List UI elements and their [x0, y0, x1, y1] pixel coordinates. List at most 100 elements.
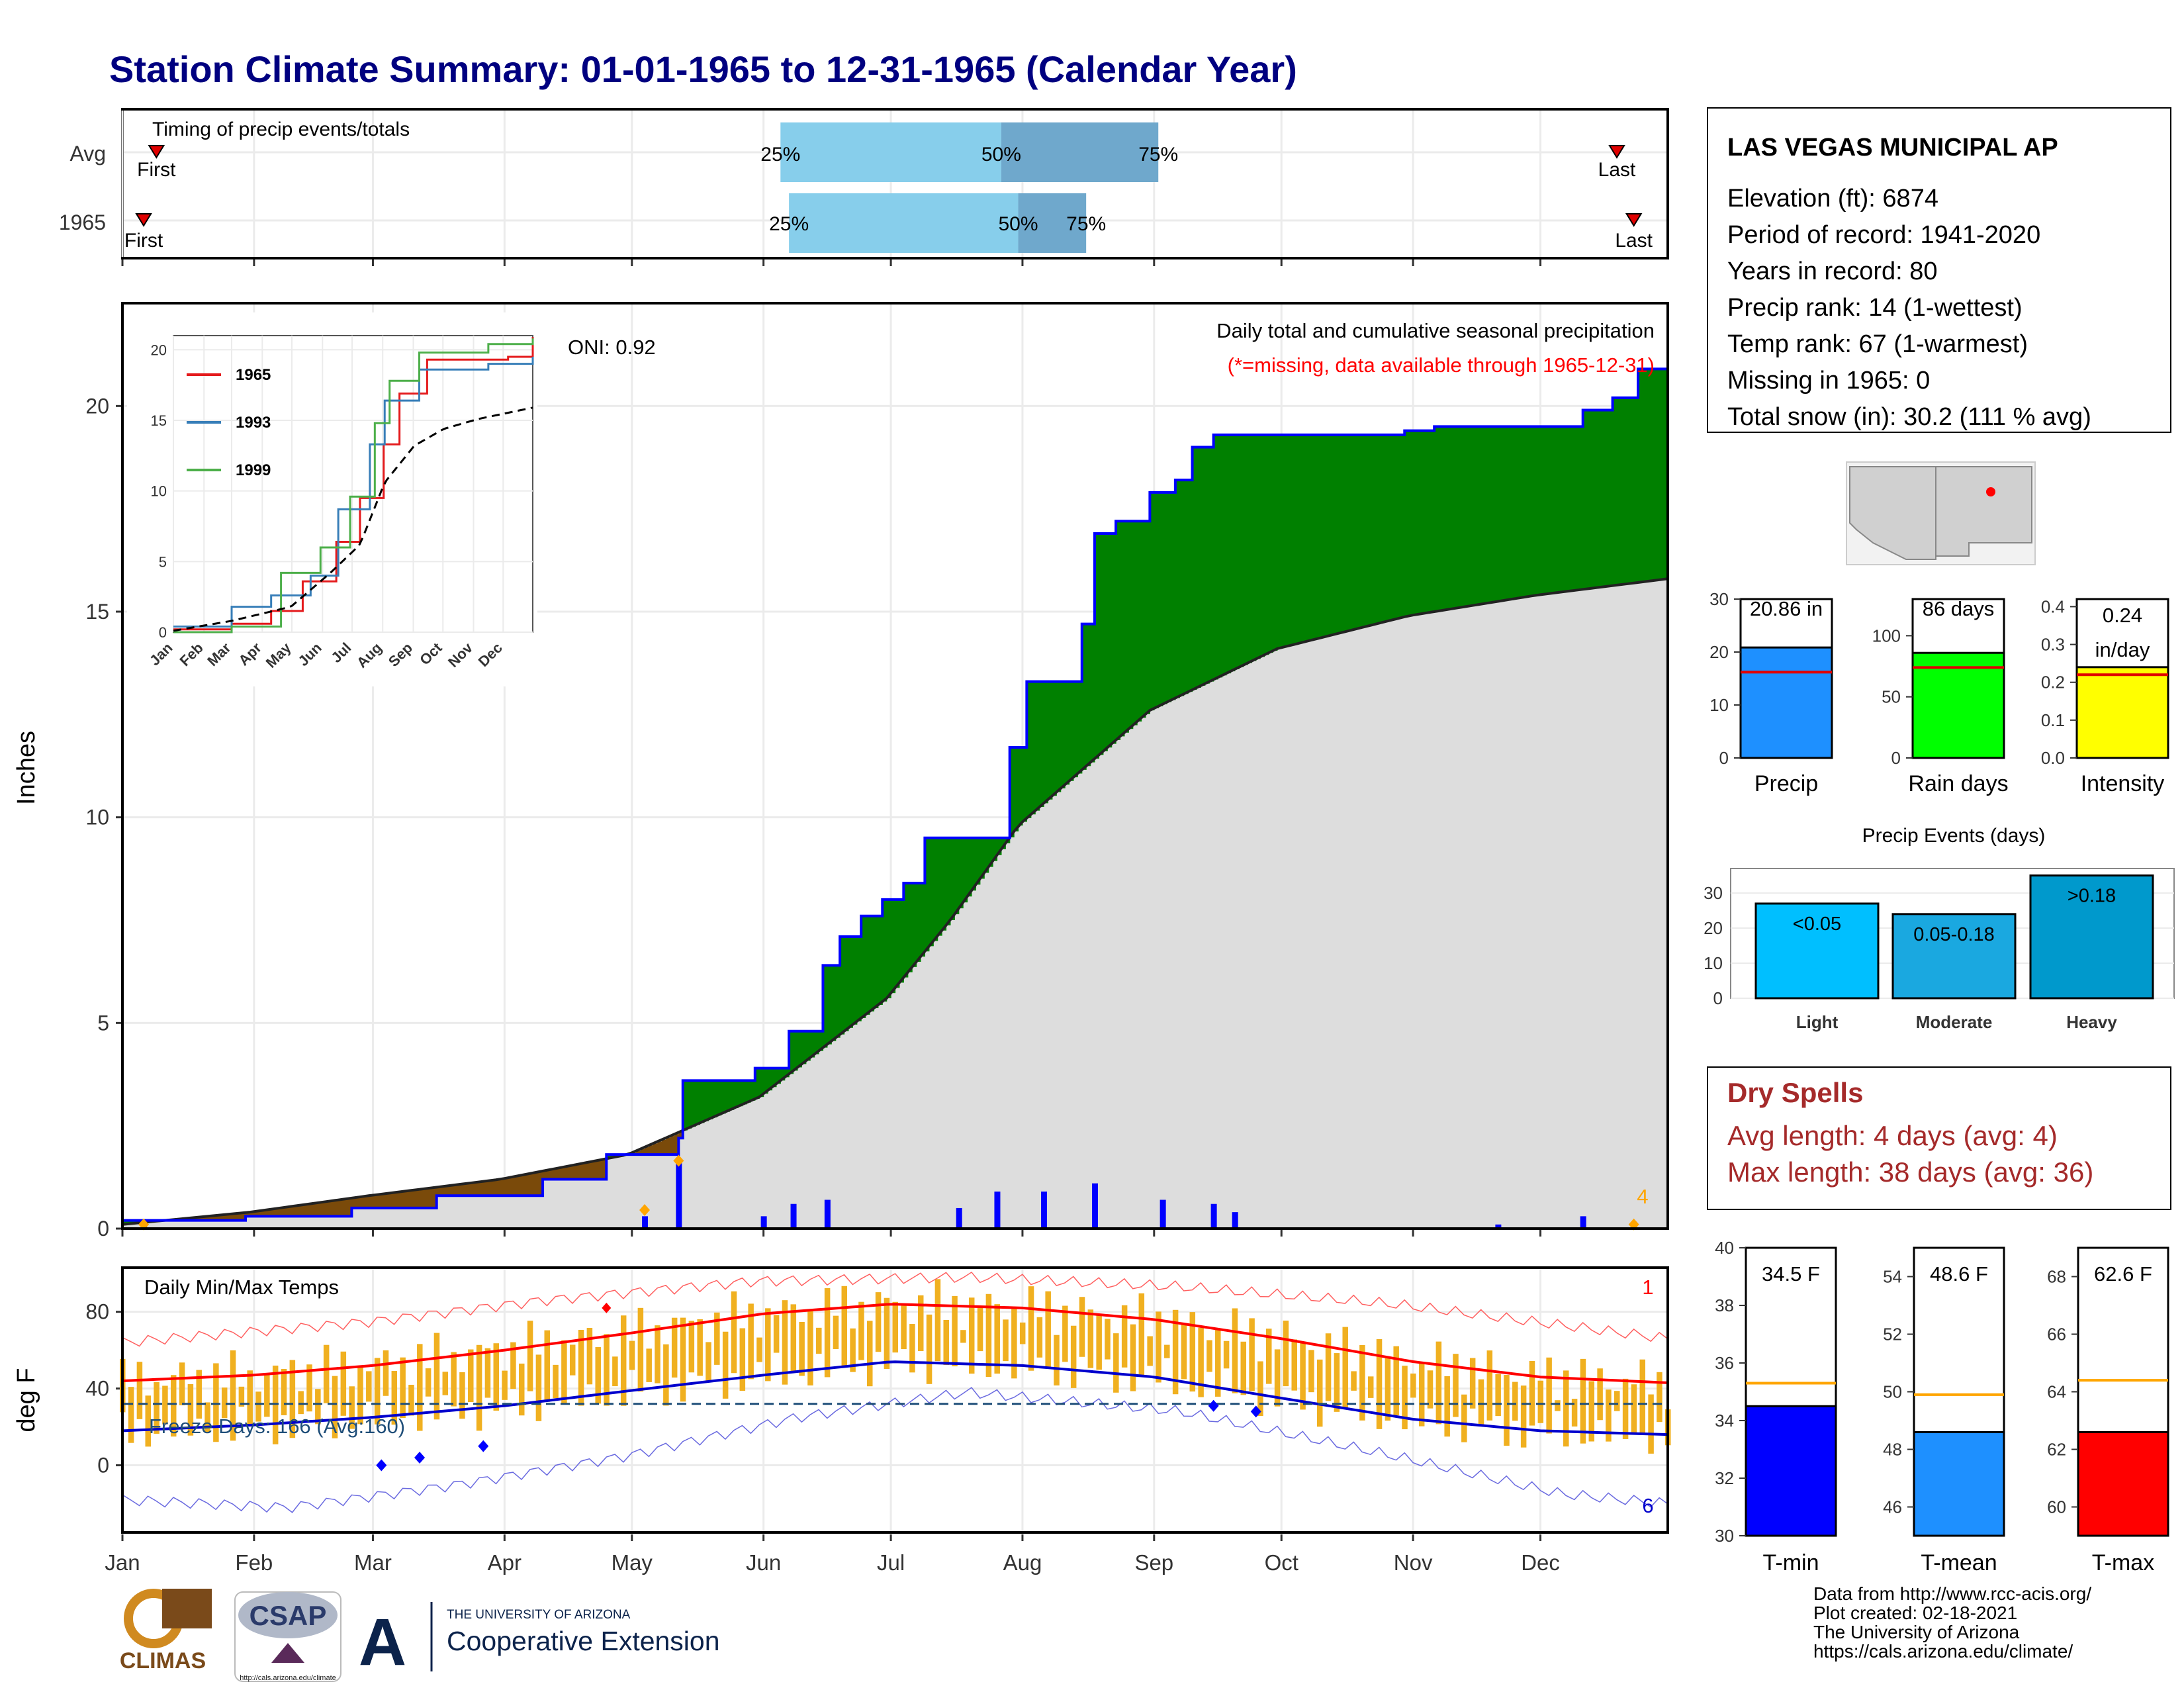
daily-temp-bar [807, 1309, 813, 1385]
departure-area-slice [300, 1205, 306, 1217]
departure-area-slice [355, 1197, 361, 1208]
normal-cumulative-line [122, 577, 1668, 1226]
departure-area-slice [471, 1183, 476, 1196]
daily-temp-bar [1376, 1338, 1383, 1429]
departure-area-slice [529, 1173, 535, 1196]
departure-area-slice [700, 1080, 705, 1123]
daily-temp-bar [604, 1334, 610, 1406]
departure-area-slice [933, 837, 938, 941]
departure-area-slice [899, 899, 904, 983]
year-p75-label: 75% [1066, 213, 1106, 235]
daily-temp-bar [595, 1347, 601, 1404]
daily-temp-bar [1206, 1340, 1212, 1372]
daily-temp-bar [272, 1365, 279, 1444]
precip-y-tick-label: 10 [85, 806, 109, 829]
daily-temp-bar [901, 1304, 907, 1350]
departure-area-slice [211, 1215, 216, 1221]
departure-area-slice [1298, 434, 1303, 643]
daily-temp-bar [1469, 1358, 1476, 1409]
departure-area-slice [330, 1201, 336, 1217]
page-title: Station Climate Summary: 01-01-1965 to 1… [109, 48, 1297, 90]
daily-temp-bar [637, 1307, 644, 1392]
avg-p25-label: 25% [760, 144, 800, 165]
daily-temp-bar [850, 1328, 856, 1372]
daily-temp-bar [179, 1362, 185, 1405]
record-min-line [122, 1387, 1668, 1513]
departure-area-slice [1608, 410, 1614, 586]
temp-summary-tick-label: 60 [2047, 1497, 2066, 1517]
daily-temp-bar [680, 1317, 686, 1402]
departure-area-slice [309, 1203, 314, 1217]
departure-area-slice [751, 1080, 756, 1101]
climas-block-icon [162, 1589, 212, 1628]
daily-temp-bar [196, 1370, 202, 1419]
departure-area-slice [318, 1202, 323, 1217]
departure-area-slice [1218, 434, 1223, 678]
departure-area-slice [428, 1188, 433, 1208]
departure-area-slice [547, 1170, 552, 1180]
departure-area-slice [801, 1031, 807, 1064]
daily-temp-bar [1232, 1308, 1238, 1393]
station-box: LAS VEGAS MUNICIPAL AP Elevation (ft): 6… [1707, 107, 2171, 433]
summary-bar-Precip [1739, 646, 1833, 759]
timing-row-label-avg: Avg [69, 142, 106, 165]
departure-area-slice [733, 1080, 739, 1109]
departure-area-slice [1515, 426, 1520, 599]
departure-area-slice [1069, 681, 1074, 781]
daily-temp-bar [1283, 1321, 1289, 1387]
daily-temp-bar [1087, 1309, 1094, 1368]
dry-spells-avg: Avg length: 4 days (avg: 4) [1727, 1120, 2058, 1151]
daily-temp-bar [1427, 1370, 1433, 1409]
record-min-marker [1250, 1405, 1261, 1418]
year-last-label: Last [1615, 230, 1653, 252]
temp-summary-tick-label: 62 [2047, 1440, 2066, 1460]
month-tick-label: Mar [354, 1550, 392, 1575]
departure-area-slice [1544, 426, 1549, 594]
temp-y-tick-label: 40 [85, 1377, 109, 1401]
departure-area-slice [971, 837, 976, 891]
departure-area-slice [1065, 681, 1070, 785]
temp-summary-bar-T-min [1745, 1405, 1837, 1537]
daily-temp-bar [493, 1343, 500, 1411]
footer-line-source: Data from http://www.rcc-acis.org/ [1813, 1583, 2091, 1604]
inset-plot-frame [173, 335, 533, 633]
departure-area-slice [1489, 426, 1494, 603]
departure-area-slice [347, 1198, 353, 1217]
departure-area-slice [907, 883, 913, 972]
daily-precip-bar [760, 1216, 767, 1229]
precip-y-tick-label: 5 [97, 1011, 109, 1035]
daily-temp-bar [433, 1333, 440, 1420]
daily-temp-bar [1198, 1327, 1204, 1397]
departure-area-slice [432, 1188, 437, 1208]
summary-tick-label: 100 [1872, 626, 1901, 645]
departure-area-slice [203, 1216, 208, 1221]
departure-area-slice [984, 837, 989, 873]
daily-temp-bar [569, 1344, 576, 1376]
departure-area-slice [848, 936, 853, 1028]
daily-temp-bar [391, 1371, 398, 1425]
temp-summary-tick-label: 34 [1715, 1411, 1734, 1430]
departure-area-slice [1205, 447, 1210, 684]
daily-temp-bar [977, 1307, 983, 1352]
daily-temp-bar [332, 1376, 338, 1438]
daily-temp-bar [1657, 1372, 1662, 1423]
temp-summary-category-label: T-mean [1921, 1550, 1997, 1575]
timing-marker-icon [135, 213, 152, 227]
daily-precip-bar [956, 1207, 962, 1229]
daily-temp-bar [1435, 1341, 1442, 1425]
record-min-marker [376, 1459, 387, 1472]
events-tick-label: 30 [1704, 883, 1723, 903]
departure-area-slice [411, 1190, 416, 1208]
departure-area-slice [1582, 410, 1588, 590]
station-elevation: Elevation (ft): 6874 [1727, 185, 1938, 212]
departure-area-slice [1077, 681, 1083, 774]
departure-area-slice [1111, 533, 1116, 744]
precip-panel-frame [121, 302, 1669, 1230]
dry-spells-max: Max length: 38 days (avg: 36) [1727, 1156, 2093, 1188]
departure-area-slice [369, 1196, 374, 1208]
daily-temp-bar [128, 1387, 134, 1443]
departure-area-slice [1379, 434, 1384, 624]
month-tick-label: Apr [488, 1550, 522, 1575]
departure-area-slice [1387, 434, 1392, 622]
footer: CLIMAS CSAP http://cals.arizona.edu/clim… [120, 1583, 2091, 1682]
